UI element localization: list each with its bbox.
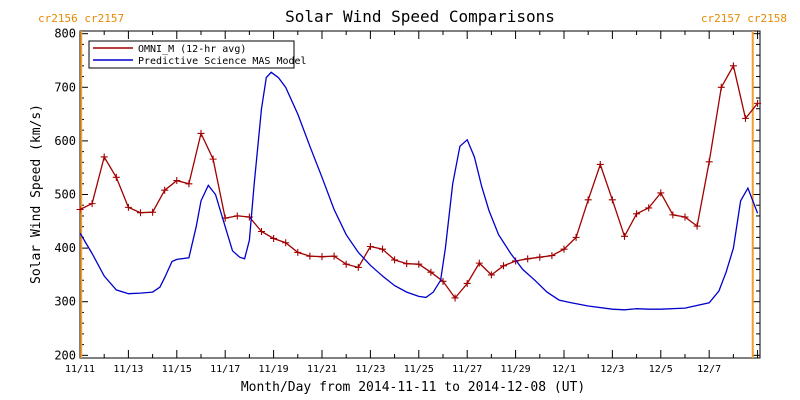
- data-point-marker: [693, 222, 701, 230]
- data-point-marker: [463, 279, 471, 287]
- data-point-marker: [136, 209, 144, 217]
- x-tick-label: 11/15: [162, 364, 192, 375]
- data-point-marker: [100, 153, 108, 161]
- data-point-marker: [669, 211, 677, 219]
- data-point-marker: [124, 203, 132, 211]
- x-tick-label: 12/1: [552, 364, 576, 375]
- data-point-marker: [741, 114, 749, 122]
- data-point-marker: [754, 99, 762, 107]
- data-point-marker: [209, 155, 217, 163]
- data-point-marker: [608, 196, 616, 204]
- y-tick-label: 600: [54, 134, 76, 148]
- data-point-marker: [88, 200, 96, 208]
- data-point-marker: [173, 177, 181, 185]
- data-point-marker: [161, 186, 169, 194]
- data-point-marker: [681, 213, 689, 221]
- data-point-marker: [330, 252, 338, 260]
- data-point-marker: [76, 206, 84, 214]
- data-point-marker: [403, 260, 411, 268]
- x-tick-label: 11/19: [259, 364, 289, 375]
- x-tick-label: 11/13: [113, 364, 143, 375]
- data-point-marker: [451, 294, 459, 302]
- data-point-marker: [415, 260, 423, 268]
- legend: OMNI_M (12-hr avg) Predictive Science MA…: [88, 40, 307, 69]
- y-tick-label: 400: [54, 241, 76, 255]
- data-point-marker: [233, 212, 241, 220]
- data-point-marker: [257, 227, 265, 235]
- data-point-marker: [572, 233, 580, 241]
- data-point-marker: [499, 262, 507, 270]
- data-point-marker: [391, 256, 399, 264]
- x-tick-label: 11/17: [210, 364, 240, 375]
- data-point-marker: [645, 204, 653, 212]
- x-tick-label: 11/11: [65, 364, 95, 375]
- y-tick-label: 800: [54, 27, 76, 41]
- x-tick-label: 12/3: [600, 364, 624, 375]
- x-tick-label: 11/23: [355, 364, 385, 375]
- legend-label-omni: OMNI_M (12-hr avg): [138, 44, 246, 55]
- data-point-marker: [112, 173, 120, 181]
- data-point-marker: [524, 255, 532, 263]
- data-point-marker: [536, 253, 544, 261]
- data-point-marker: [149, 208, 157, 216]
- data-point-marker: [354, 263, 362, 271]
- chart-title: Solar Wind Speed Comparisons: [285, 7, 555, 26]
- data-point-marker: [342, 260, 350, 268]
- x-tick-label: 11/25: [404, 364, 434, 375]
- data-point-marker: [705, 158, 713, 166]
- data-point-marker: [197, 129, 205, 137]
- data-point-marker: [584, 196, 592, 204]
- carrington-label-left: cr2156 cr2157: [38, 12, 124, 25]
- data-point-marker: [366, 242, 374, 250]
- data-point-marker: [294, 248, 302, 256]
- plot-area: 200 300 400 500 600 700 800 11/11 11/13 11/15 11/1…: [54, 27, 762, 375]
- x-tick-label: 12/7: [697, 364, 721, 375]
- data-point-marker: [487, 271, 495, 279]
- data-point-marker: [633, 210, 641, 218]
- x-axis-label: Month/Day from 2014-11-11 to 2014-12-08 …: [241, 380, 585, 395]
- data-point-marker: [306, 252, 314, 260]
- data-point-marker: [620, 232, 628, 240]
- data-point-marker: [729, 62, 737, 70]
- y-tick-label: 300: [54, 295, 76, 309]
- series-line-mas: [79, 71, 759, 311]
- x-tick-label: 11/27: [452, 364, 482, 375]
- y-tick-label: 700: [54, 80, 76, 94]
- y-tick-label: 200: [54, 348, 76, 362]
- y-axis-label: Solar Wind Speed (km/s): [29, 104, 44, 284]
- x-tick-label: 11/21: [307, 364, 337, 375]
- data-point-marker: [475, 259, 483, 267]
- data-point-marker: [717, 83, 725, 91]
- carrington-label-right: cr2157 cr2158: [701, 12, 787, 25]
- legend-label-mas: Predictive Science MAS Model: [138, 56, 307, 67]
- data-point-marker: [270, 234, 278, 242]
- x-tick-label: 12/5: [649, 364, 673, 375]
- x-tick-label: 11/29: [501, 364, 531, 375]
- data-point-marker: [282, 239, 290, 247]
- legend-box: [88, 40, 295, 69]
- data-point-marker: [318, 253, 326, 261]
- data-point-marker: [657, 189, 665, 197]
- data-point-marker: [185, 180, 193, 188]
- data-point-marker: [560, 245, 568, 253]
- data-point-marker: [378, 245, 386, 253]
- data-point-marker: [427, 268, 435, 276]
- y-tick-label: 500: [54, 188, 76, 202]
- data-point-marker: [548, 252, 556, 260]
- data-point-marker: [596, 160, 604, 168]
